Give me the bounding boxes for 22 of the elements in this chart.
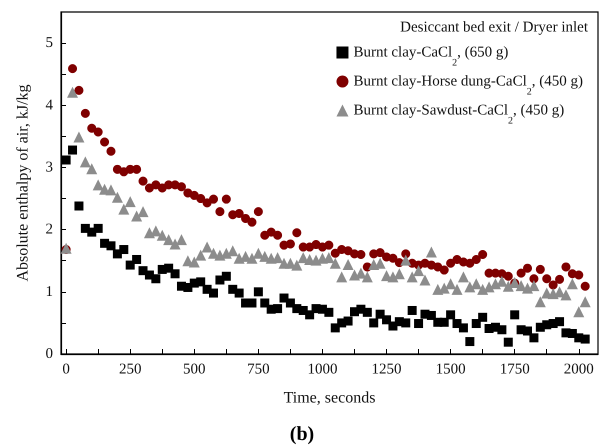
- x-tick-label: 1000: [307, 362, 338, 378]
- y-tick-label: 5: [46, 35, 53, 52]
- legend-label: Burnt clay-CaCl2, (650 g): [353, 44, 508, 68]
- x-tick-label: 250: [118, 362, 142, 378]
- legend-title: Desiccant bed exit / Dryer inlet: [400, 20, 589, 36]
- x-tick-label: 1750: [500, 362, 530, 378]
- x-tick-label: 750: [247, 362, 270, 378]
- text: (b): [290, 423, 314, 445]
- y-tick-label: 3: [46, 159, 53, 176]
- y-tick-label: 0: [46, 346, 53, 362]
- x-tick-label: 2000: [564, 362, 594, 378]
- legend-label: Burnt clay-Horse dung-CaCl2, (450 g): [353, 74, 584, 98]
- legend-label: Burnt clay-Sawdust-CaCl2, (450 g): [353, 102, 564, 126]
- x-tick-label: 1250: [372, 362, 402, 378]
- x-axis-title: Time, seconds: [284, 390, 376, 406]
- y-tick-label: 4: [46, 97, 54, 114]
- y-tick-label: 1: [46, 284, 53, 300]
- y-axis-title: Absolute enthalpy of air, kJ/kg: [14, 84, 32, 282]
- x-tick-label: 1500: [436, 362, 466, 378]
- y-tick-label: 2: [46, 222, 53, 238]
- x-tick-label: 0: [62, 362, 70, 378]
- x-tick-label: 500: [183, 362, 206, 378]
